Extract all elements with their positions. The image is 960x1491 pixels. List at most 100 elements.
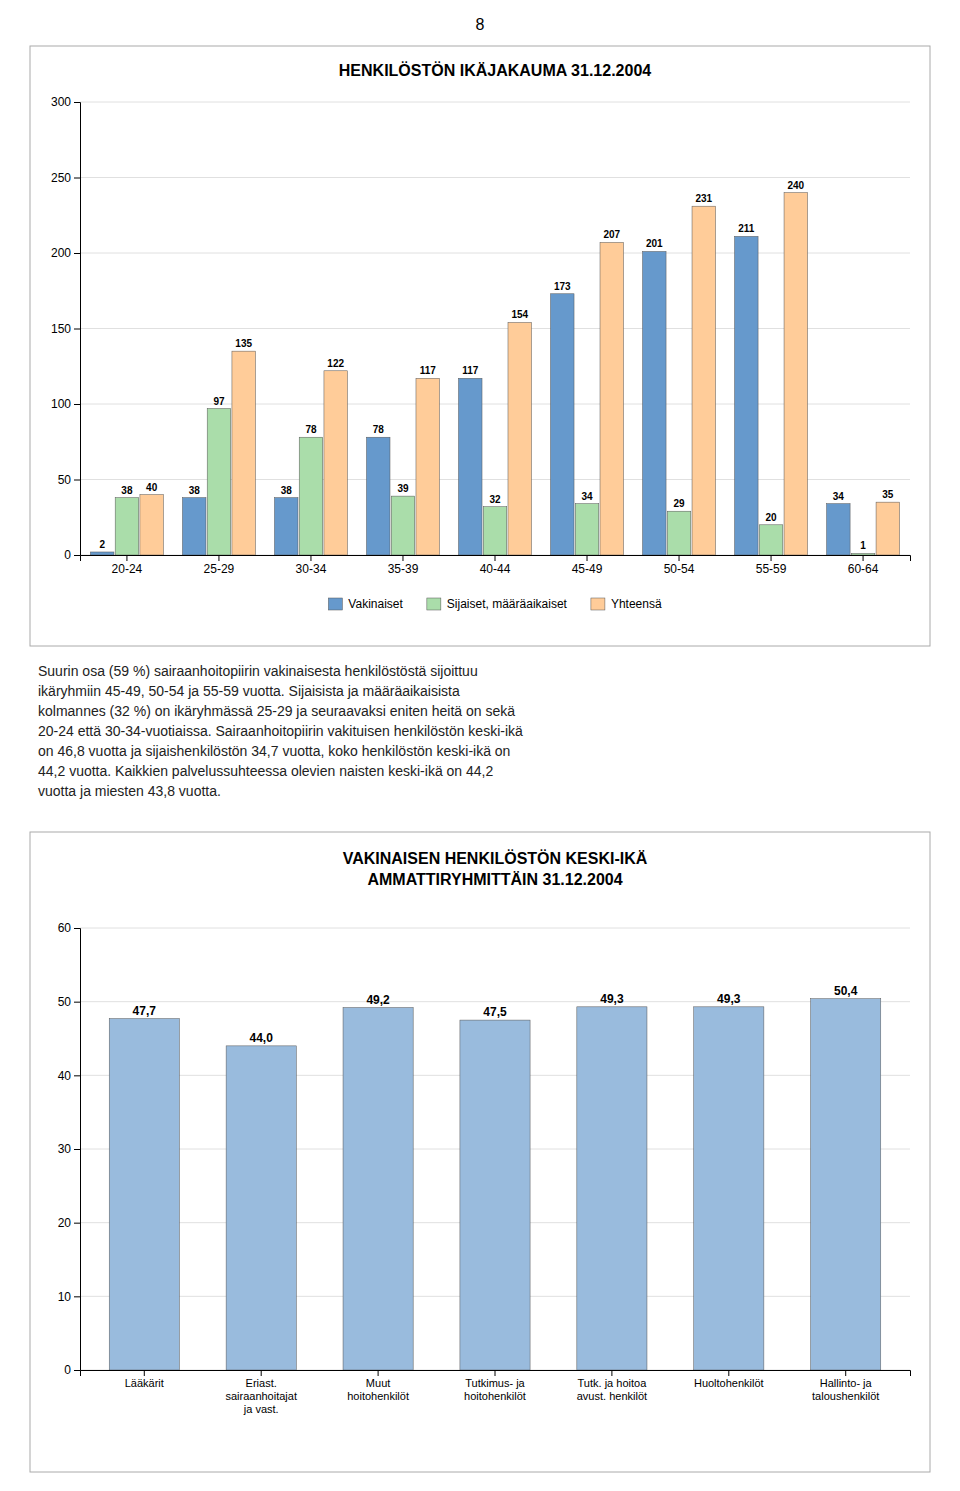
x-tick-mark [863, 555, 864, 561]
bar [876, 502, 900, 555]
grid [80, 102, 910, 555]
data-label: 154 [511, 309, 528, 320]
x-tick: 30-34 [296, 555, 327, 576]
x-tick: 55-59 [756, 555, 787, 576]
data-label: 78 [373, 424, 385, 435]
data-label: 201 [646, 238, 663, 249]
text-line: 20-24 että 30-34-vuotiaissa. Sairaanhoit… [38, 723, 523, 739]
text-line: vuotta ja miesten 43,8 vuotta. [38, 783, 221, 799]
bar [226, 1046, 296, 1370]
chart-title: VAKINAISEN HENKILÖSTÖN KESKI-IKÄAMMATTIR… [343, 849, 648, 888]
data-label: 35 [882, 489, 894, 500]
x-tick-label: 50-54 [664, 562, 695, 576]
data-labels: 47,744,049,247,549,349,350,4 [133, 984, 858, 1045]
bars [109, 999, 881, 1370]
x-tick-mark [495, 555, 496, 561]
y-tick-label: 0 [64, 1363, 71, 1377]
bar [366, 437, 390, 555]
y-tick-label: 200 [51, 246, 71, 260]
y-tick-label: 300 [51, 95, 71, 109]
legend-swatch [591, 598, 605, 610]
bar [551, 294, 575, 555]
y-tick-mark [74, 480, 80, 481]
x-tick: 20-24 [112, 555, 143, 576]
bar [324, 371, 348, 555]
x-tick-label-line: Lääkärit [125, 1377, 164, 1389]
y-tick-label: 30 [58, 1142, 72, 1156]
text-line: 44,2 vuotta. Kaikkien palvelussuhteessa … [38, 763, 493, 779]
x-tick-label: 35-39 [388, 562, 419, 576]
x-tick-label-line: Muut [366, 1377, 390, 1389]
y-tick: 0 [64, 1363, 80, 1377]
data-label: 49,2 [366, 993, 390, 1007]
bar [694, 1007, 764, 1370]
x-tick-label-line: Huoltohenkilöt [694, 1377, 764, 1389]
y-tick: 50 [58, 473, 80, 487]
y-tick-mark [74, 1370, 80, 1371]
grid-line [80, 928, 910, 929]
text-line: Suurin osa (59 %) sairaanhoitopiirin vak… [38, 663, 478, 679]
bar [391, 496, 415, 555]
bar [483, 507, 507, 555]
bar [851, 553, 875, 555]
x-tick-mark [728, 1370, 729, 1376]
data-label: 44,0 [250, 1031, 274, 1045]
y-tick-label: 40 [58, 1069, 72, 1083]
y-tick: 20 [58, 1216, 80, 1230]
data-label: 207 [603, 229, 620, 240]
x-tick-label-line: 35-39 [388, 562, 419, 576]
data-label: 117 [420, 365, 437, 376]
bar [600, 242, 624, 555]
x-tick-label: Eriast.sairaanhoitajatja vast. [225, 1377, 297, 1415]
y-tick-label: 0 [64, 548, 71, 562]
y-tick: 40 [58, 1069, 80, 1083]
x-tick-label: 45-49 [572, 562, 603, 576]
y-tick-label: 60 [58, 921, 72, 935]
legend-item: Sijaiset, määräaikaiset [427, 597, 568, 611]
bar [115, 498, 139, 555]
x-tick: 60-64 [848, 555, 879, 576]
x-tick-label-line: avust. henkilöt [577, 1390, 647, 1402]
bar [759, 525, 783, 555]
data-label: 78 [305, 424, 317, 435]
x-tick: Huoltohenkilöt [694, 1370, 764, 1389]
x-axis: Lääkärit Eriast.sairaanhoitajatja vast. Mu… [81, 1370, 911, 1415]
bar [343, 1008, 413, 1370]
x-tick-label-line: 40-44 [480, 562, 511, 576]
y-tick-mark [74, 178, 80, 179]
y-tick-mark [74, 404, 80, 405]
y-tick: 30 [58, 1142, 80, 1156]
y-tick-mark [74, 1002, 80, 1003]
data-label: 231 [695, 193, 712, 204]
chart-title-line: HENKILÖSTÖN IKÄJAKAUMA 31.12.2004 [339, 61, 651, 79]
text-block: Suurin osa (59 %) sairaanhoitopiirin vak… [38, 663, 523, 799]
y-tick: 150 [51, 322, 80, 336]
data-label: 135 [235, 338, 252, 349]
bar [90, 552, 114, 555]
y-tick-label: 250 [51, 171, 71, 185]
y-tick: 10 [58, 1290, 80, 1304]
y-tick-mark [74, 102, 80, 103]
y-tick: 50 [58, 995, 80, 1009]
x-tick-mark [261, 1370, 262, 1376]
grid-line [80, 177, 910, 178]
y-tick-mark [74, 1223, 80, 1224]
x-tick-label: 20-24 [112, 562, 143, 576]
x-tick-label-line: Hallinto- ja [820, 1377, 873, 1389]
x-tick: Tutk. ja hoitoaavust. henkilöt [577, 1370, 647, 1402]
x-axis-line [81, 556, 911, 562]
x-tick-label: Lääkärit [125, 1377, 164, 1389]
x-tick-mark [845, 1370, 846, 1376]
legend-item: Yhteensä [591, 597, 662, 611]
y-tick-mark [74, 1296, 80, 1297]
bars [90, 193, 899, 555]
panel-frame [30, 832, 930, 1472]
x-tick: 40-44 [480, 555, 511, 576]
x-tick-label-line: taloushenkilöt [812, 1390, 879, 1402]
data-label: 97 [213, 396, 225, 407]
data-label: 40 [146, 482, 158, 493]
y-tick: 100 [51, 397, 80, 411]
bar [667, 511, 691, 555]
data-label: 50,4 [834, 984, 858, 998]
x-tick-label: 25-29 [204, 562, 235, 576]
